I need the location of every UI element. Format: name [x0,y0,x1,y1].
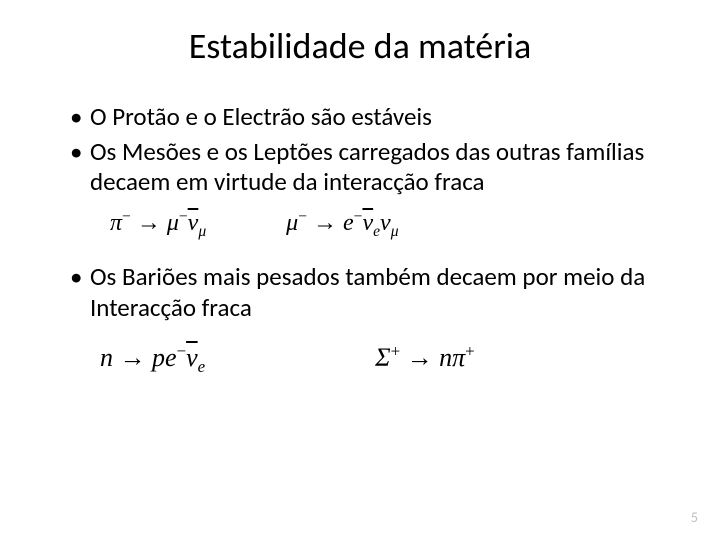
equation-pion-decay: π− → μ−νμ [110,208,206,241]
slide: Estabilidade da matéria O Protão e o Ele… [0,0,720,540]
bullet-list: Os Bariões mais pesados também decaem po… [40,262,680,323]
bullet-list: O Protão e o Electrão são estáveis Os Me… [40,102,680,198]
equation-muon-decay: μ− → e−νeνμ [286,208,398,241]
equation-row-2: n → pe−νe Σ+ → nπ+ [40,341,680,377]
bullet-item: Os Mesões e os Leptões carregados das ou… [70,137,680,198]
page-number: 5 [691,509,698,526]
slide-title: Estabilidade da matéria [40,24,680,68]
equation-sigma-decay: Σ+ → nπ+ [375,341,475,377]
bullet-item: Os Bariões mais pesados também decaem po… [70,262,680,323]
equation-neutron-decay: n → pe−νe [100,341,205,377]
bullet-item: O Protão e o Electrão são estáveis [70,102,680,133]
equation-row-1: π− → μ−νμ μ− → e−νeνμ [40,208,680,241]
